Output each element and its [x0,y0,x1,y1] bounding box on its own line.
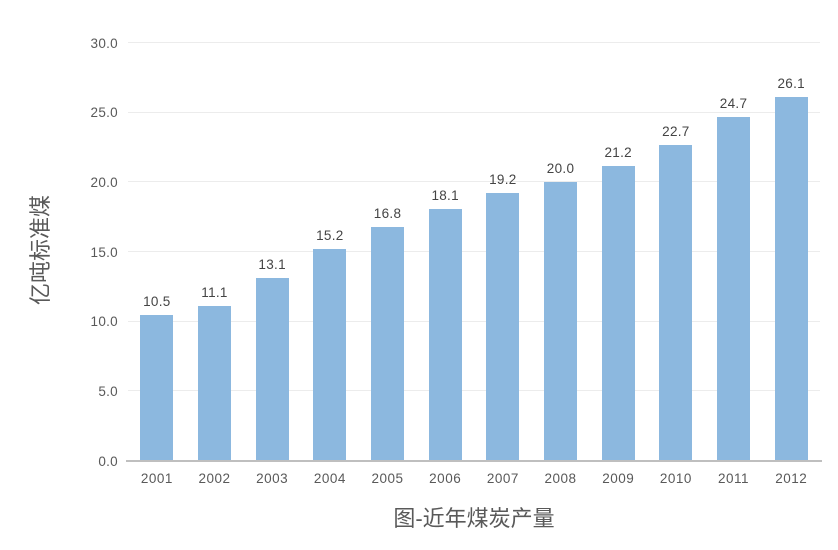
bar-value-label: 22.7 [662,123,690,139]
bar-2012: 26.1 [774,76,808,461]
bar-2005: 16.8 [371,206,405,461]
bar-value-label: 19.2 [489,172,517,188]
x-tick-label: 2001 [140,471,173,486]
x-tick-label: 2009 [602,471,635,486]
bar-value-label: 16.8 [373,205,402,221]
gridline [128,390,820,392]
gridline [128,320,820,322]
x-tick-label: 2002 [198,471,231,486]
chart-title: 图-近年煤炭产量 [393,506,555,531]
x-tick-label: 2005 [371,471,404,486]
bar-2011: 24.7 [717,96,751,461]
x-tick-label: 2004 [313,471,346,486]
y-tick-label: 30.0 [90,35,118,51]
bar-slot-2010: 22.7 [647,43,705,461]
bar-2001: 10.5 [140,294,174,461]
y-tick-label: 15.0 [90,244,118,260]
gridline [128,251,820,252]
bar-value-label: 21.2 [604,144,632,160]
bar-slot-2005: 16.8 [359,43,417,461]
bar-slot-2002: 11.1 [186,43,244,461]
x-tick-label: 2006 [429,471,462,486]
bar-2009: 21.2 [601,145,635,461]
y-tick-label: 25.0 [90,104,118,120]
bar-slot-2011: 24.7 [705,43,763,461]
bar-2010: 22.7 [659,124,693,461]
bar-slot-2008: 20.0 [532,43,590,461]
bar-value-label: 13.1 [258,257,286,273]
x-tick-label: 2010 [659,471,692,486]
y-tick-label: 10.0 [90,313,118,329]
x-axis-line [126,460,822,462]
y-tick-label: 0.0 [98,453,118,469]
bar-2008: 20.0 [544,161,578,461]
bar-slot-2012: 26.1 [762,43,820,461]
y-tick-label: 5.0 [98,383,118,399]
plot-area: 10.5 11.1 13.1 15.2 16.8 18.1 19.2 20.0 21.2 22.7… [128,42,820,461]
bar-slot-2007: 19.2 [474,43,532,461]
bar-value-label: 11.1 [201,285,228,301]
gridline [128,111,820,113]
bar-value-label: 24.7 [719,95,748,111]
x-tick-label: 2012 [775,471,808,486]
bar-slot-2009: 21.2 [589,43,647,461]
gridline [128,181,820,183]
x-axis-tick-labels: 2001 2002 2003 2004 2005 2006 2007 2008 2009 2010… [128,471,820,486]
bar-value-label: 18.1 [431,187,459,203]
bar-slot-2001: 10.5 [128,43,186,461]
x-tick-label: 2007 [486,471,519,486]
bar-2004: 15.2 [313,228,347,461]
bar-slot-2003: 13.1 [243,43,301,461]
bar-value-label: 15.2 [316,228,344,244]
x-tick-label: 2008 [544,471,577,486]
bar-value-label: 26.1 [777,76,805,92]
y-axis-tick-labels: 0.0 5.0 10.0 15.0 20.0 25.0 30.0 [0,36,118,467]
gridline [128,42,820,43]
x-tick-label: 2011 [718,471,750,486]
x-tick-label: 2003 [256,471,289,486]
bar-2007: 19.2 [486,172,520,461]
y-tick-label: 20.0 [90,174,118,190]
bar-slot-2006: 18.1 [416,43,474,461]
bar-value-label: 10.5 [143,293,171,309]
bar-2006: 18.1 [428,188,462,461]
bar-value-label: 20.0 [546,161,575,177]
bar-slot-2004: 15.2 [301,43,359,461]
bar-series: 10.5 11.1 13.1 15.2 16.8 18.1 19.2 20.0 21.2 22.7… [128,43,820,461]
bar-2003: 13.1 [255,257,289,461]
bar-2002: 11.1 [198,285,231,461]
